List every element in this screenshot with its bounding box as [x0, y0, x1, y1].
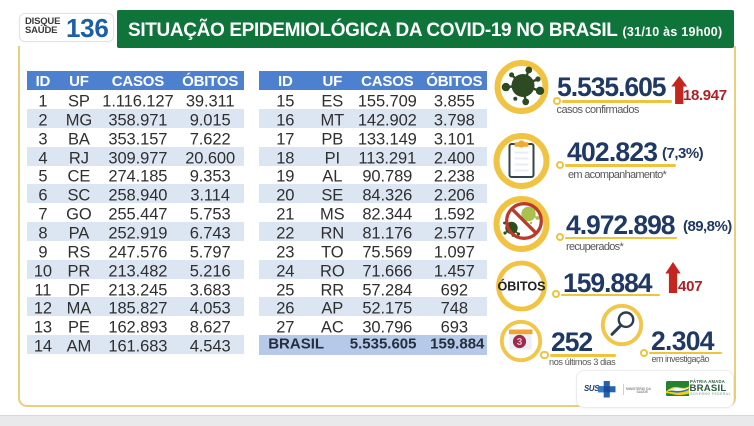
svg-text:ÓBITOS: ÓBITOS [497, 278, 545, 293]
svg-text:3: 3 [517, 337, 523, 348]
